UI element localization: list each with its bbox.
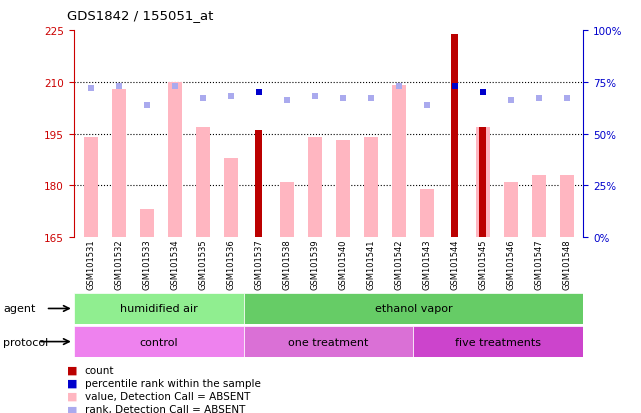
Bar xyxy=(244,326,413,357)
Text: GDS1842 / 155051_at: GDS1842 / 155051_at xyxy=(67,9,213,21)
Bar xyxy=(479,127,487,237)
Bar xyxy=(413,326,583,357)
Text: agent: agent xyxy=(3,304,36,314)
Text: ■: ■ xyxy=(67,365,78,375)
Text: GSM101534: GSM101534 xyxy=(170,239,179,289)
Text: GSM101531: GSM101531 xyxy=(86,239,95,289)
Text: ■: ■ xyxy=(67,404,78,413)
Bar xyxy=(419,189,433,237)
Text: GSM101539: GSM101539 xyxy=(310,239,319,289)
Bar xyxy=(83,138,97,237)
Bar xyxy=(531,176,545,237)
Text: GSM101541: GSM101541 xyxy=(366,239,375,289)
Bar xyxy=(504,183,517,237)
Bar xyxy=(74,293,244,324)
Text: GSM101536: GSM101536 xyxy=(226,239,235,289)
Text: GSM101540: GSM101540 xyxy=(338,239,347,289)
Text: GSM101544: GSM101544 xyxy=(450,239,459,289)
Text: humidified air: humidified air xyxy=(120,304,197,314)
Bar xyxy=(244,293,583,324)
Text: GSM101543: GSM101543 xyxy=(422,239,431,289)
Text: five treatments: five treatments xyxy=(455,337,542,347)
Text: GSM101545: GSM101545 xyxy=(478,239,487,289)
Bar xyxy=(363,138,378,237)
Text: value, Detection Call = ABSENT: value, Detection Call = ABSENT xyxy=(85,391,250,401)
Text: GSM101548: GSM101548 xyxy=(562,239,571,289)
Text: ■: ■ xyxy=(67,378,78,388)
Text: rank, Detection Call = ABSENT: rank, Detection Call = ABSENT xyxy=(85,404,245,413)
Text: count: count xyxy=(85,365,114,375)
Bar xyxy=(308,138,322,237)
Bar xyxy=(560,176,574,237)
Bar xyxy=(254,131,262,237)
Text: GSM101546: GSM101546 xyxy=(506,239,515,289)
Text: GSM101532: GSM101532 xyxy=(114,239,123,289)
Text: control: control xyxy=(139,337,178,347)
Bar xyxy=(279,183,294,237)
Bar xyxy=(476,127,490,237)
Text: GSM101535: GSM101535 xyxy=(198,239,207,289)
Bar xyxy=(140,210,153,237)
Text: GSM101547: GSM101547 xyxy=(534,239,543,289)
Bar xyxy=(224,158,238,237)
Text: ethanol vapor: ethanol vapor xyxy=(374,304,453,314)
Bar xyxy=(112,90,126,237)
Text: one treatment: one treatment xyxy=(288,337,369,347)
Text: GSM101542: GSM101542 xyxy=(394,239,403,289)
Bar xyxy=(392,86,406,237)
Bar xyxy=(335,141,349,237)
Bar xyxy=(167,83,181,237)
Bar xyxy=(74,326,244,357)
Bar xyxy=(451,34,458,237)
Text: protocol: protocol xyxy=(3,337,49,347)
Text: percentile rank within the sample: percentile rank within the sample xyxy=(85,378,260,388)
Text: GSM101537: GSM101537 xyxy=(254,239,263,289)
Text: GSM101533: GSM101533 xyxy=(142,239,151,289)
Text: ■: ■ xyxy=(67,391,78,401)
Bar xyxy=(196,127,210,237)
Text: GSM101538: GSM101538 xyxy=(282,239,291,289)
